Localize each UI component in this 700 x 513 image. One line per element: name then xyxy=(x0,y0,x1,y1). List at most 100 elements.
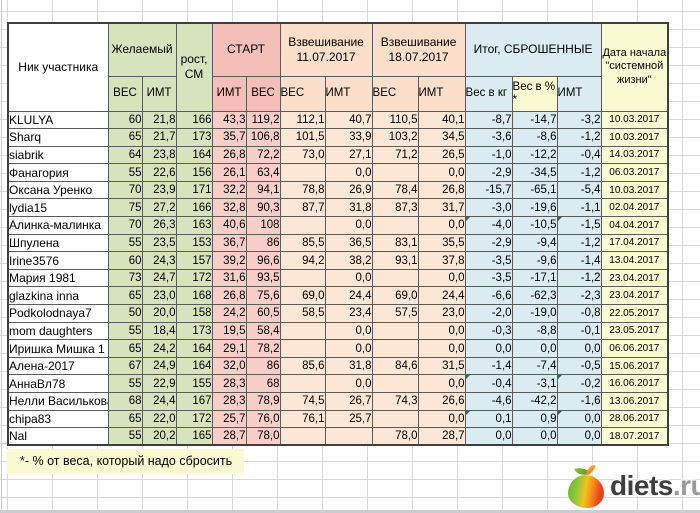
header-nickname[interactable]: Ник участника xyxy=(7,22,109,112)
cell-dves[interactable]: 60 xyxy=(107,110,143,130)
cell-v2[interactable] xyxy=(371,268,419,288)
cell-i2[interactable]: 34,5 xyxy=(417,128,466,147)
cell-pct[interactable]: -42,2 xyxy=(511,392,558,411)
cell-simt[interactable]: 32,0 xyxy=(211,356,247,376)
cell-v2[interactable]: 74,3 xyxy=(371,392,419,411)
cell-date[interactable]: 06.06.2017 xyxy=(600,339,669,358)
cell-i1[interactable]: 27,1 xyxy=(324,145,373,165)
cell-v1[interactable] xyxy=(279,321,326,341)
cell-simt[interactable]: 24,2 xyxy=(211,304,247,323)
cell-name[interactable]: KLULYA xyxy=(7,110,109,130)
cell-rost[interactable]: 166 xyxy=(175,110,213,130)
cell-v1[interactable] xyxy=(279,216,326,235)
cell-rost[interactable]: 156 xyxy=(175,163,213,182)
cell-date[interactable]: 16.06.2017 xyxy=(600,374,669,393)
footnote-cell[interactable]: *- % от веса, который надо сбросить xyxy=(7,449,244,474)
cell-kg[interactable]: -4,0 xyxy=(464,216,513,235)
cell-i2[interactable]: 0,0 xyxy=(417,163,466,182)
cell-i2[interactable]: 23,0 xyxy=(417,304,466,323)
cell-pct[interactable]: -9,6 xyxy=(511,251,558,270)
cell-date[interactable]: 28.06.2017 xyxy=(600,409,669,429)
cell-date[interactable]: 04.04.2017 xyxy=(600,216,669,235)
cell-dves[interactable]: 50 xyxy=(107,304,143,323)
cell-i1[interactable]: 24,4 xyxy=(324,286,373,306)
cell-pct[interactable]: 0,0 xyxy=(511,427,558,446)
cell-dves[interactable]: 68 xyxy=(107,392,143,411)
cell-i2[interactable]: 35,5 xyxy=(417,233,466,253)
cell-timt[interactable]: -5,4 xyxy=(556,180,602,200)
cell-i1[interactable]: 0,0 xyxy=(324,216,373,235)
cell-i1[interactable]: 36,5 xyxy=(324,233,373,253)
cell-pct[interactable]: 0,0 xyxy=(511,339,558,358)
header-total-group[interactable]: Итог, СБРОШЕННЫЕ xyxy=(464,22,602,77)
subheader-start-imt[interactable]: ИМТ xyxy=(211,75,247,112)
cell-i2[interactable]: 0,0 xyxy=(417,216,466,235)
cell-sves[interactable]: 86 xyxy=(245,356,281,376)
cell-date[interactable]: 23.05.2017 xyxy=(600,321,669,341)
cell-sves[interactable]: 90,3 xyxy=(245,198,281,218)
cell-simt[interactable]: 26,8 xyxy=(211,286,247,306)
cell-simt[interactable]: 28,3 xyxy=(211,374,247,393)
cell-timt[interactable]: -1,6 xyxy=(556,392,602,411)
cell-dves[interactable]: 55 xyxy=(107,374,143,393)
cell-kg[interactable]: -15,7 xyxy=(464,180,513,200)
cell-i2[interactable]: 26,5 xyxy=(417,145,466,165)
cell-date[interactable]: 10.03.2017 xyxy=(600,110,669,130)
cell-kg[interactable]: 0,0 xyxy=(464,339,513,358)
cell-date[interactable]: 23.04.2017 xyxy=(600,286,669,306)
cell-date[interactable]: 13.06.2017 xyxy=(600,392,669,411)
cell-v2[interactable]: 87,3 xyxy=(371,198,419,218)
subheader-desired-imt[interactable]: ИМТ xyxy=(141,75,177,112)
subheader-weighin1-ves[interactable]: ВЕС xyxy=(279,75,326,112)
cell-timt[interactable]: 0,0 xyxy=(556,409,602,429)
cell-dimt[interactable]: 22,9 xyxy=(141,374,177,393)
cell-pct[interactable]: -3,1 xyxy=(511,374,558,393)
subheader-total-imt[interactable]: ИМТ xyxy=(556,75,602,112)
cell-dimt[interactable]: 27,2 xyxy=(141,198,177,218)
cell-sves[interactable]: 93,5 xyxy=(245,268,281,288)
cell-dves[interactable]: 60 xyxy=(107,251,143,270)
cell-simt[interactable]: 36,7 xyxy=(211,233,247,253)
cell-pct[interactable]: -10,5 xyxy=(511,216,558,235)
cell-simt[interactable]: 29,1 xyxy=(211,339,247,358)
cell-dimt[interactable]: 23,9 xyxy=(141,180,177,200)
cell-sves[interactable]: 60,5 xyxy=(245,304,281,323)
cell-timt[interactable]: -0,5 xyxy=(556,356,602,376)
cell-timt[interactable]: -1,4 xyxy=(556,251,602,270)
cell-dves[interactable]: 70 xyxy=(107,216,143,235)
cell-name[interactable]: siabrik xyxy=(7,145,109,165)
cell-rost[interactable]: 167 xyxy=(175,392,213,411)
cell-pct[interactable]: -19,6 xyxy=(511,198,558,218)
cell-dimt[interactable]: 26,3 xyxy=(141,216,177,235)
cell-i1[interactable]: 40,7 xyxy=(324,110,373,130)
cell-rost[interactable]: 172 xyxy=(175,409,213,429)
cell-timt[interactable]: 0,0 xyxy=(556,339,602,358)
cell-dimt[interactable]: 20,0 xyxy=(141,304,177,323)
cell-v2[interactable]: 93,1 xyxy=(371,251,419,270)
cell-v2[interactable]: 71,2 xyxy=(371,145,419,165)
cell-i1[interactable]: 23,4 xyxy=(324,304,373,323)
cell-rost[interactable]: 158 xyxy=(175,304,213,323)
subheader-total-percent[interactable]: Вес в % * xyxy=(511,75,558,112)
cell-sves[interactable]: 76,0 xyxy=(245,409,281,429)
header-weighin1-group[interactable]: Взвешивание 11.07.2017 xyxy=(279,22,373,77)
cell-simt[interactable]: 32,2 xyxy=(211,180,247,200)
cell-timt[interactable]: -1,2 xyxy=(556,233,602,253)
cell-dimt[interactable]: 22,6 xyxy=(141,163,177,182)
cell-v2[interactable] xyxy=(371,321,419,341)
cell-dimt[interactable]: 24,3 xyxy=(141,251,177,270)
cell-simt[interactable]: 32,8 xyxy=(211,198,247,218)
cell-rost[interactable]: 164 xyxy=(175,356,213,376)
cell-date[interactable]: 22.05.2017 xyxy=(600,304,669,323)
cell-name[interactable]: Оксана Уренко xyxy=(7,180,109,200)
cell-i1[interactable]: 0,0 xyxy=(324,321,373,341)
cell-timt[interactable]: -1,2 xyxy=(556,128,602,147)
header-weighin2-group[interactable]: Взвешивание 18.07.2017 xyxy=(371,22,466,77)
cell-v1[interactable]: 76,1 xyxy=(279,409,326,429)
cell-dves[interactable]: 55 xyxy=(107,233,143,253)
cell-v2[interactable] xyxy=(371,339,419,358)
cell-date[interactable]: 06.03.2017 xyxy=(600,163,669,182)
cell-sves[interactable]: 86 xyxy=(245,233,281,253)
cell-pct[interactable]: -7,4 xyxy=(511,356,558,376)
cell-sves[interactable]: 78,0 xyxy=(245,427,281,446)
